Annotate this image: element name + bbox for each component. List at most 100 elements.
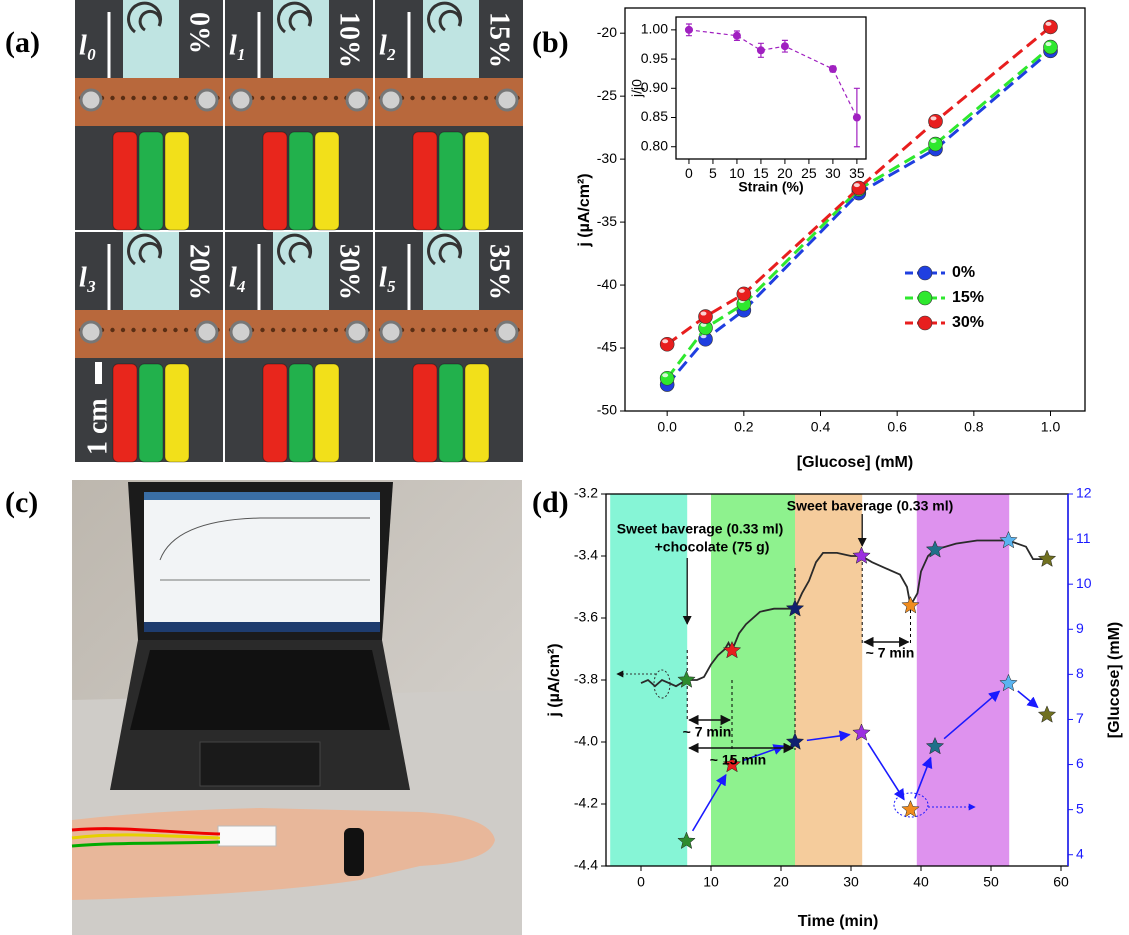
star-marker xyxy=(1037,549,1057,567)
length-label: l₂ xyxy=(379,30,397,61)
annotation: ~ 7 min xyxy=(683,724,732,740)
length-label: l₄ xyxy=(229,262,247,293)
hole xyxy=(473,95,478,101)
connector xyxy=(112,131,138,231)
data-point xyxy=(659,370,675,386)
strain-label: 30% xyxy=(334,244,365,300)
hole xyxy=(452,327,457,333)
inset-y-label: j/j0 xyxy=(629,79,645,98)
spiral xyxy=(277,1,313,34)
x-tick-label: 15 xyxy=(753,165,769,181)
hole xyxy=(291,327,297,333)
star-marker xyxy=(925,736,945,755)
star-marker xyxy=(999,530,1018,549)
y2-tick-label: 11 xyxy=(1076,530,1091,546)
data-point xyxy=(851,180,867,196)
length-label: l₁ xyxy=(229,30,247,61)
screw xyxy=(79,88,103,112)
length-label: l₀ xyxy=(79,30,97,61)
y-tick-label: -4.4 xyxy=(574,857,598,873)
spiral xyxy=(127,1,163,34)
trend-arrow xyxy=(867,742,905,801)
x-tick-label: 30 xyxy=(825,165,841,181)
connector xyxy=(314,363,340,463)
hole xyxy=(452,95,457,101)
annotation: +chocolate (75 g) xyxy=(655,539,770,555)
trend-arrow xyxy=(943,690,1001,740)
annotation: ~ 7 min xyxy=(866,645,915,661)
star-marker xyxy=(785,732,805,750)
data-point xyxy=(1043,19,1058,35)
data-point xyxy=(756,46,765,55)
connector xyxy=(412,363,438,463)
plot-frame xyxy=(624,7,1086,412)
data-point xyxy=(698,309,713,324)
screw xyxy=(345,320,369,344)
connector xyxy=(288,363,314,463)
panel-label: (a) xyxy=(5,26,40,59)
connector xyxy=(138,131,164,231)
y-tick-label: -50 xyxy=(597,402,617,418)
scale-label: 1 cm xyxy=(82,398,113,455)
connector xyxy=(164,131,190,231)
photo-cell: l₃ 20% xyxy=(75,232,223,463)
connector xyxy=(314,131,340,231)
connector xyxy=(112,363,138,463)
y-tick-label: -25 xyxy=(597,87,617,103)
star-marker xyxy=(677,831,696,850)
strain-label: 15% xyxy=(484,12,515,68)
x-tick-label: 40 xyxy=(913,874,929,890)
star-marker xyxy=(999,673,1018,692)
scale-bar xyxy=(95,362,102,384)
hole xyxy=(141,327,147,333)
x-tick-label: 0 xyxy=(685,165,693,181)
screw xyxy=(495,88,519,112)
shaded-span xyxy=(711,494,795,866)
legend-marker xyxy=(917,315,933,331)
star-marker xyxy=(722,640,742,659)
hole xyxy=(483,327,489,333)
star-marker xyxy=(925,540,945,558)
screw xyxy=(229,88,253,112)
x-tick-label: 0.8 xyxy=(964,419,984,435)
highlight xyxy=(700,322,707,327)
y-axis-label: j (µA/cm²) xyxy=(576,173,593,247)
connector xyxy=(464,363,490,463)
highlight xyxy=(738,288,745,293)
hole xyxy=(281,327,286,333)
highlight xyxy=(1045,21,1052,26)
hole xyxy=(483,95,489,101)
trend-arrow xyxy=(691,773,727,832)
x-tick-label: 20 xyxy=(773,874,789,890)
screw xyxy=(379,88,403,112)
hole xyxy=(162,327,168,333)
connector xyxy=(438,131,464,231)
star-marker xyxy=(785,599,805,617)
x-tick-label: 10 xyxy=(703,874,719,890)
x-tick-label: 0 xyxy=(637,874,645,890)
highlight xyxy=(700,311,707,316)
photo-laptop-arm xyxy=(71,480,522,935)
data-point xyxy=(736,286,752,302)
connector xyxy=(464,131,490,231)
screw xyxy=(195,320,219,344)
data-point xyxy=(732,31,741,40)
hole xyxy=(291,95,297,101)
screw xyxy=(79,320,103,344)
strain-label: 20% xyxy=(184,244,215,300)
hole xyxy=(473,327,478,333)
screw xyxy=(345,88,369,112)
x-tick-label: 50 xyxy=(983,874,999,890)
x-tick-label: 60 xyxy=(1053,874,1069,890)
strain-label: 10% xyxy=(334,12,365,68)
y-axis-label: j (µA/cm²) xyxy=(546,643,563,717)
x-tick-label: 25 xyxy=(801,165,817,181)
hole xyxy=(183,95,189,101)
hole xyxy=(281,95,286,101)
hole xyxy=(410,95,415,101)
hole xyxy=(431,95,436,101)
y-tick-label: -35 xyxy=(597,213,617,229)
highlight xyxy=(853,183,860,188)
y-tick-label: 0.80 xyxy=(641,137,668,153)
